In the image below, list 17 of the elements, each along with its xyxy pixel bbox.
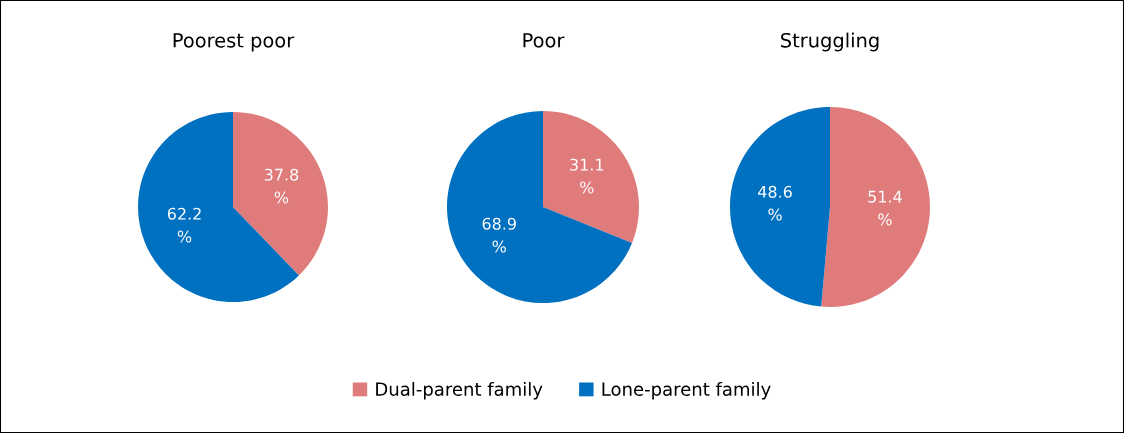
data-label: 31.1 % [570, 158, 604, 194]
legend-label: Dual-parent family [376, 381, 543, 400]
data-label: 62.2 % [167, 207, 201, 243]
legend-label: Lone-parent family [602, 381, 771, 400]
data-label: 48.6 % [758, 185, 792, 221]
chart-title: Poorest poor [173, 33, 295, 52]
pie-slice [730, 107, 830, 307]
pie-slice [447, 111, 633, 303]
data-label: 68.9 % [482, 217, 516, 253]
data-label: 37.8 % [264, 168, 299, 204]
chart-title: Poor [523, 33, 565, 48]
data-label: 51.4 % [868, 190, 902, 226]
pie-slice [233, 112, 328, 276]
pie-slice [821, 107, 930, 307]
pie-slice [543, 111, 639, 243]
chart-title: Struggling [781, 32, 879, 52]
pie-slice [138, 112, 299, 302]
